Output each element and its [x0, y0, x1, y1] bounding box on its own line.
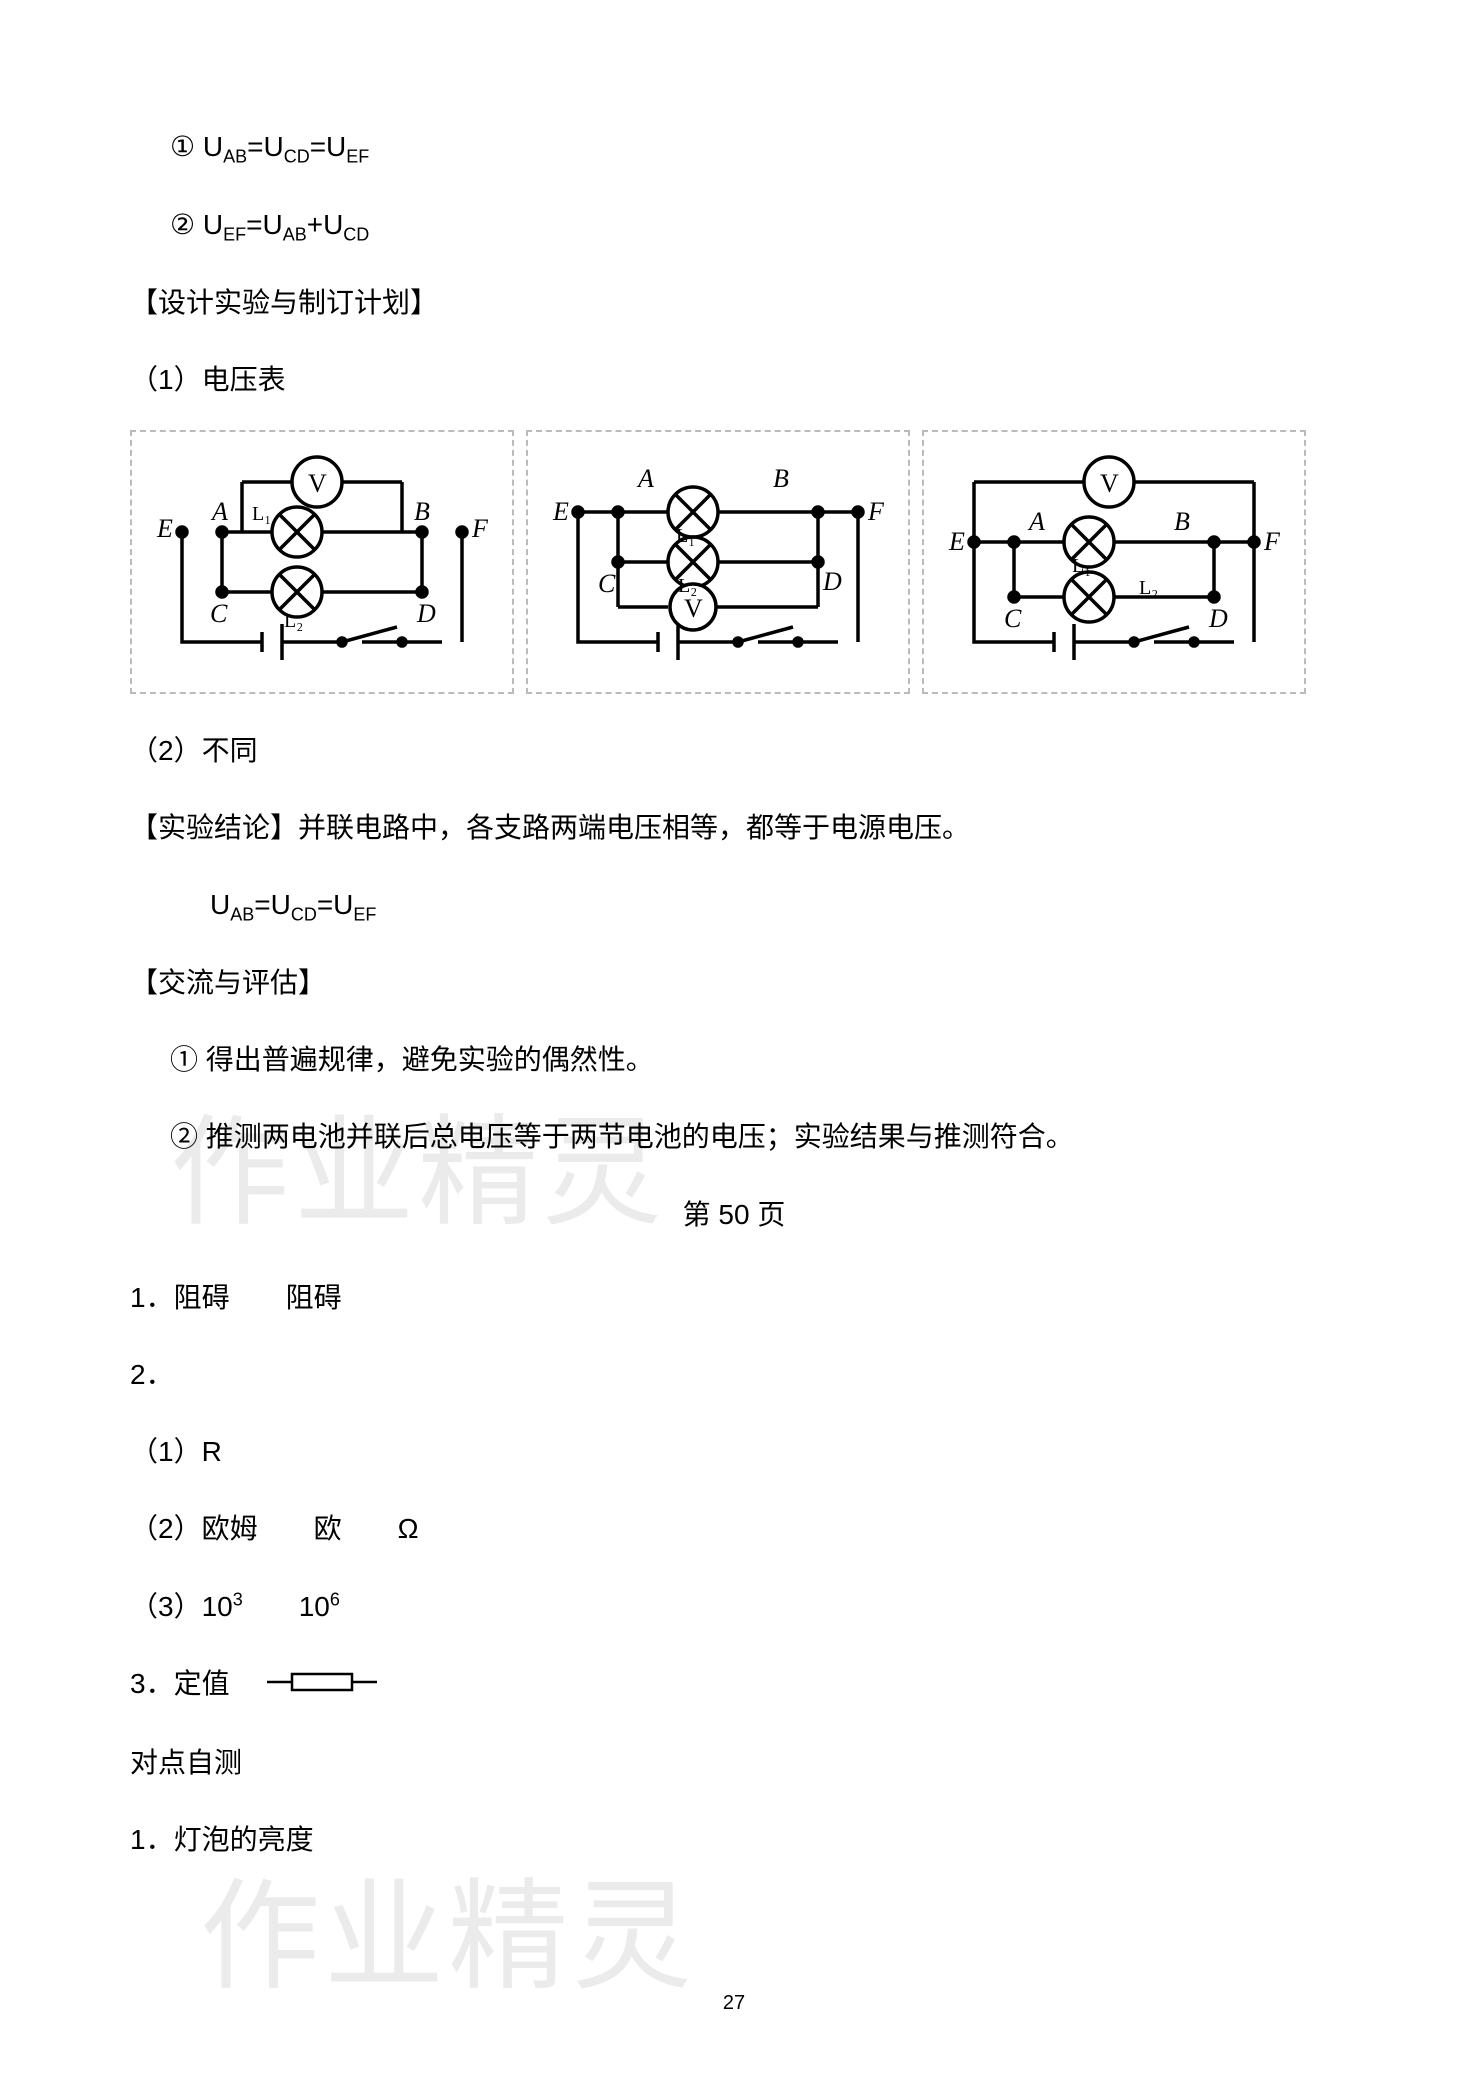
svg-text:C: C	[598, 569, 616, 598]
answer-3: 3．定值	[130, 1657, 1338, 1712]
svg-text:B: B	[414, 497, 430, 526]
heading-evaluate: 【交流与评估】	[130, 956, 1338, 1009]
page-marker: 第 50 页	[130, 1188, 1338, 1241]
a23-sup2: 6	[330, 1589, 340, 1609]
self-1: 1．灯泡的亮度	[130, 1813, 1338, 1866]
evaluate-1: ① 得出普遍规律，避免实验的偶然性。	[130, 1033, 1338, 1086]
conc-sub-ef: EF	[353, 905, 376, 925]
evaluate-2: ② 推测两电池并联后总电压等于两节电池的电压；实验结果与推测符合。	[130, 1110, 1338, 1163]
eq1-eq2: =U	[310, 131, 347, 162]
a23-mid: 10	[243, 1591, 330, 1622]
svg-text:D: D	[1208, 604, 1228, 633]
item-1-voltmeter: （1）电压表	[130, 353, 1338, 406]
conclusion-equation: UAB=UCD=UEF	[130, 878, 1338, 932]
svg-text:V: V	[308, 469, 327, 498]
eq2-plus: +U	[307, 209, 344, 240]
conc-sub-ab: AB	[230, 905, 254, 925]
eq2-prefix: ② U	[170, 209, 223, 240]
a23-sup1: 3	[233, 1589, 243, 1609]
eq1-prefix: ① U	[170, 131, 223, 162]
circuit-1: A B E F C D L₁ L₂ V	[130, 430, 514, 694]
answer-2-2: （2）欧姆 欧 Ω	[130, 1502, 1338, 1555]
circuit-3: A B E F C D L₁ L₂ V	[922, 430, 1306, 694]
a23-pre: （3）10	[130, 1591, 233, 1622]
circuit-2: A B E F C D L₁ L₂ V	[526, 430, 910, 694]
answer-2: 2．	[130, 1348, 1338, 1401]
svg-text:A: A	[636, 464, 654, 493]
equation-2: ② UEF=UAB+UCD	[130, 198, 1338, 252]
eq2-eq1: =U	[246, 209, 283, 240]
conc-eq1: =U	[254, 889, 291, 920]
circuit-diagrams: A B E F C D L₁ L₂ V	[130, 430, 1338, 694]
conc-sub-cd: CD	[291, 905, 317, 925]
section-self-test: 对点自测	[130, 1736, 1338, 1789]
svg-text:D: D	[416, 599, 436, 628]
circuit-2-svg: A B E F C D L₁ L₂ V	[538, 442, 898, 682]
equation-1: ① UAB=UCD=UEF	[130, 120, 1338, 174]
eq2-sub-ab: AB	[283, 224, 307, 244]
answer-1: 1．阻碍 阻碍	[130, 1271, 1338, 1324]
conc-eq2: =U	[317, 889, 354, 920]
svg-text:L₁: L₁	[1072, 555, 1091, 577]
eq1-sub-ab: AB	[223, 147, 247, 167]
svg-text:L₂: L₂	[1139, 577, 1158, 599]
svg-text:A: A	[210, 497, 228, 526]
svg-text:F: F	[471, 514, 489, 543]
svg-text:L₁: L₁	[252, 503, 271, 525]
eq2-sub-ef: EF	[223, 224, 246, 244]
svg-text:B: B	[1174, 507, 1190, 536]
a3-text: 3．定值	[130, 1668, 230, 1699]
svg-text:F: F	[867, 497, 885, 526]
svg-text:C: C	[1004, 604, 1022, 633]
heading-design: 【设计实验与制订计划】	[130, 276, 1338, 329]
circuit-3-svg: A B E F C D L₁ L₂ V	[934, 442, 1294, 682]
svg-text:D: D	[822, 567, 842, 596]
conc-u1: U	[210, 889, 230, 920]
answer-2-1: （1）R	[130, 1425, 1338, 1478]
svg-text:F: F	[1263, 527, 1281, 556]
eq1-sub-ef: EF	[346, 147, 369, 167]
eq1-eq1: =U	[247, 131, 284, 162]
svg-text:L₂: L₂	[284, 610, 303, 632]
svg-text:V: V	[684, 594, 703, 623]
page-content: ① UAB=UCD=UEF ② UEF=UAB+UCD 【设计实验与制订计划】 …	[0, 0, 1468, 2082]
svg-text:A: A	[1027, 507, 1045, 536]
svg-text:E: E	[552, 497, 569, 526]
answer-2-3: （3）103 106	[130, 1580, 1338, 1633]
svg-text:B: B	[773, 464, 789, 493]
svg-text:V: V	[1100, 469, 1119, 498]
circuit-1-svg: A B E F C D L₁ L₂ V	[142, 442, 502, 682]
item-2-different: （2）不同	[130, 724, 1338, 777]
page-number: 27	[723, 1984, 745, 2022]
svg-text:E: E	[156, 514, 173, 543]
watermark-top: 作业精灵	[170, 1060, 666, 1288]
eq1-sub-cd: CD	[284, 147, 310, 167]
heading-conclusion: 【实验结论】并联电路中，各支路两端电压相等，都等于电源电压。	[130, 801, 1338, 854]
resistor-symbol	[267, 1659, 377, 1712]
svg-text:L₁: L₁	[676, 525, 695, 547]
svg-text:E: E	[948, 527, 965, 556]
svg-text:C: C	[210, 599, 228, 628]
eq2-sub-cd: CD	[343, 224, 369, 244]
